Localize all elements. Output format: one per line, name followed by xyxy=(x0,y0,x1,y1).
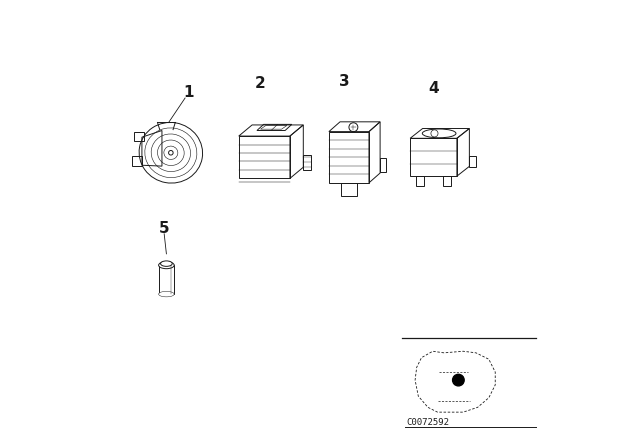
Text: 4: 4 xyxy=(428,81,439,96)
Text: 1: 1 xyxy=(184,85,194,100)
Ellipse shape xyxy=(168,151,173,155)
Text: C0072592: C0072592 xyxy=(407,418,450,426)
Circle shape xyxy=(431,130,438,137)
Text: 3: 3 xyxy=(339,74,350,89)
Ellipse shape xyxy=(159,291,174,297)
Text: 5: 5 xyxy=(159,221,170,236)
Ellipse shape xyxy=(161,261,172,267)
Text: 2: 2 xyxy=(255,76,265,91)
Ellipse shape xyxy=(159,262,174,269)
Circle shape xyxy=(452,375,464,386)
